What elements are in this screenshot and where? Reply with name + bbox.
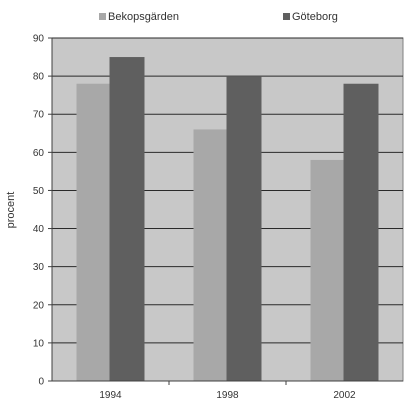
y-tick-label-0: 0 — [38, 377, 44, 388]
bars — [76, 57, 379, 382]
y-tick-label-50: 50 — [33, 186, 45, 197]
bar-g-teborg-1998 — [226, 76, 262, 381]
bar-g-teborg-2002 — [343, 83, 379, 381]
y-tick-label-20: 20 — [33, 300, 45, 311]
legend: Bekopsgärden Göteborg — [99, 11, 338, 23]
x-tick-label-1994: 1994 — [99, 390, 122, 401]
legend-label-bekopsgarden: Bekopsgärden — [108, 11, 179, 23]
y-tick-label-10: 10 — [33, 338, 45, 349]
legend-swatch-bekopsgarden — [99, 13, 106, 20]
y-tick-label-30: 30 — [33, 262, 45, 273]
y-axis-title: procent — [5, 192, 17, 229]
y-tick-label-60: 60 — [33, 148, 45, 159]
legend-swatch-goteborg — [283, 13, 290, 20]
bar-g-teborg-1994 — [109, 57, 145, 382]
legend-label-goteborg: Göteborg — [292, 11, 338, 23]
y-tick-label-80: 80 — [33, 72, 45, 83]
bar-bekopsg-rden-1998 — [193, 129, 229, 381]
y-tick-label-40: 40 — [33, 224, 45, 235]
y-tick-label-90: 90 — [33, 34, 45, 45]
y-tick-label-70: 70 — [33, 110, 45, 121]
x-tick-label-2002: 2002 — [333, 390, 356, 401]
y-axis-ticks: 0 10 20 30 40 50 60 70 80 90 — [33, 34, 52, 388]
x-tick-label-1998: 1998 — [216, 390, 239, 401]
x-axis-ticks: 1994 1998 2002 — [99, 381, 356, 401]
bar-bekopsg-rden-2002 — [310, 159, 346, 381]
bar-bekopsg-rden-1994 — [76, 83, 112, 381]
